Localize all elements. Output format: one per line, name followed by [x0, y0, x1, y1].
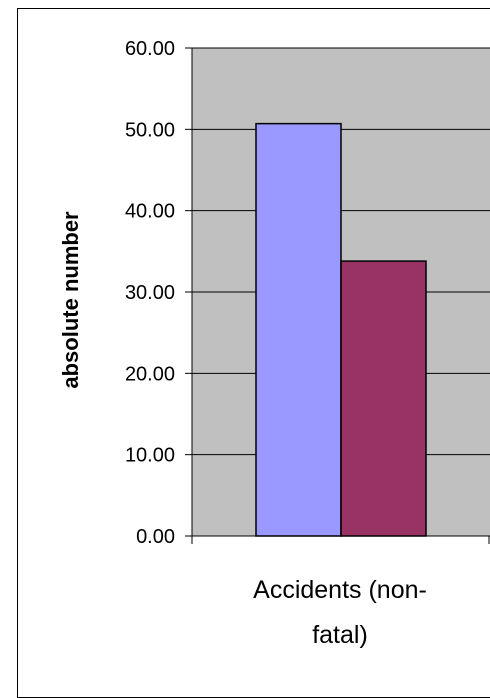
bar-series-2 — [340, 260, 427, 537]
y-tick-label: 60.00 — [125, 38, 175, 60]
y-tick-label: 20.00 — [125, 363, 175, 385]
y-tick-label: 50.00 — [125, 119, 175, 141]
y-axis-ticks: 0.00 10.00 20.00 30.00 40.00 50.00 60.00 — [125, 38, 192, 548]
y-tick-label: 0.00 — [136, 526, 175, 548]
category-label-line-2: fatal) — [312, 621, 368, 649]
bars — [255, 122, 427, 537]
category-label-line-1: Accidents (non- — [253, 576, 427, 604]
y-tick-label: 40.00 — [125, 201, 175, 223]
y-tick-label: 10.00 — [125, 445, 175, 467]
y-axis-title: absolute number — [58, 211, 83, 389]
bar-chart: 0.00 10.00 20.00 30.00 40.00 50.00 60.00 absol… — [58, 38, 490, 649]
bar-series-1 — [255, 122, 342, 537]
y-tick-label: 30.00 — [125, 282, 175, 304]
